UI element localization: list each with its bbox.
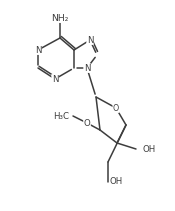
Text: N: N <box>87 35 93 45</box>
Text: N: N <box>84 64 90 73</box>
Text: OH: OH <box>110 177 123 187</box>
Text: OH: OH <box>143 145 156 153</box>
Text: N: N <box>35 46 41 54</box>
Text: H₃C: H₃C <box>53 111 69 120</box>
Text: N: N <box>52 74 58 84</box>
Text: NH₂: NH₂ <box>51 14 69 23</box>
Text: O: O <box>113 104 119 112</box>
Text: O: O <box>84 119 90 127</box>
